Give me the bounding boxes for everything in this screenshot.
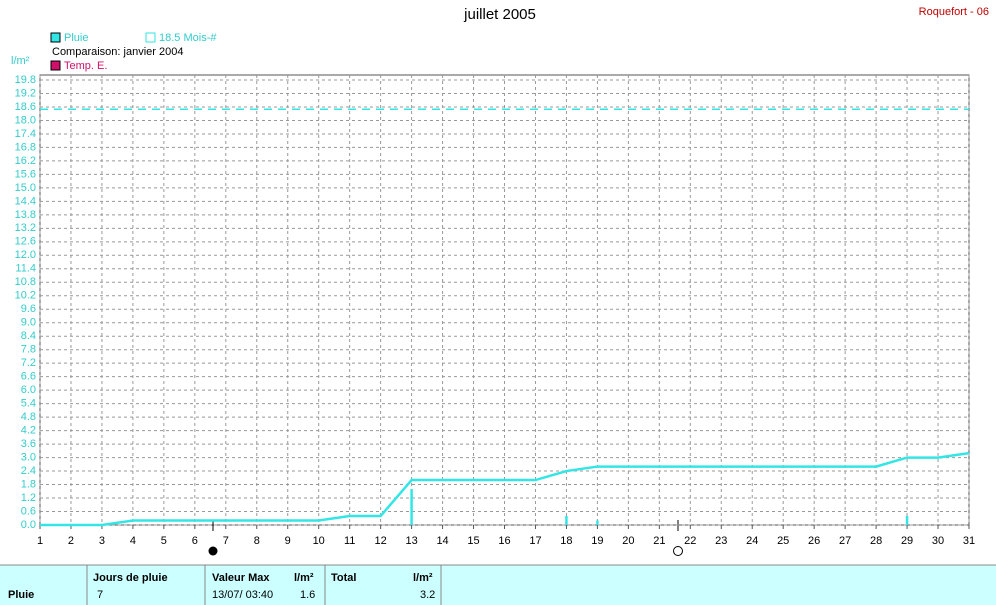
x-tick-label: 12 <box>375 535 387 547</box>
table-header: l/m² <box>413 572 433 584</box>
y-tick-label: 11.4 <box>15 263 36 275</box>
table-cell: 3.2 <box>420 589 435 601</box>
x-tick-label: 11 <box>344 535 355 547</box>
x-tick-label: 20 <box>622 535 634 547</box>
y-tick-label: 12.0 <box>15 249 36 261</box>
y-tick-label: 18.6 <box>15 101 36 113</box>
x-tick-label: 5 <box>161 535 167 547</box>
table-header: Valeur Max <box>212 572 270 584</box>
series-line <box>40 451 970 527</box>
x-tick-label: 22 <box>684 535 696 547</box>
x-tick-label: 23 <box>715 535 727 547</box>
y-tick-label: 1.2 <box>21 492 36 504</box>
comparison: Comparaison: janvier 2004 <box>52 46 183 58</box>
y-tick-label: 16.2 <box>15 155 36 167</box>
y-tick-label: 3.0 <box>21 451 36 463</box>
x-tick-label: 10 <box>313 535 325 547</box>
y-tick-label: 6.0 <box>21 384 36 396</box>
table-cell: 7 <box>97 589 103 601</box>
legend-label: 18.5 Mois-# <box>159 32 217 44</box>
x-tick-label: 24 <box>746 535 758 547</box>
y-tick-label: 10.8 <box>15 276 36 288</box>
y-tick-label: 12.6 <box>15 236 36 248</box>
moon-new <box>673 546 683 556</box>
x-tick-label: 7 <box>223 535 229 547</box>
table-cell: 1.6 <box>300 589 315 601</box>
x-tick-label: 27 <box>839 535 851 547</box>
y-tick-label: 8.4 <box>21 330 36 342</box>
x-tick-label: 6 <box>192 535 198 547</box>
x-tick-label: 13 <box>405 535 417 547</box>
moon-full <box>208 546 218 556</box>
legend-swatch <box>50 32 61 43</box>
x-tick-label: 17 <box>529 535 541 547</box>
x-tick-label: 8 <box>254 535 260 547</box>
x-tick-label: 9 <box>285 535 291 547</box>
legend-swatch <box>145 32 156 43</box>
y-tick-label: 19.8 <box>15 74 36 86</box>
x-tick-label: 18 <box>560 535 572 547</box>
table-header: Total <box>331 572 356 584</box>
x-tick-label: 15 <box>467 535 479 547</box>
legend-label: Pluie <box>64 32 88 44</box>
x-tick-label: 19 <box>591 535 603 547</box>
x-tick-label: 29 <box>901 535 913 547</box>
x-tick-label: 1 <box>37 535 43 547</box>
y-tick-label: 13.8 <box>15 209 36 221</box>
y-tick-label: 13.2 <box>15 222 36 234</box>
table-header: l/m² <box>294 572 314 584</box>
legend-label: Temp. E. <box>64 60 107 72</box>
y-tick-label: 9.0 <box>21 317 36 329</box>
y-tick-label: 15.6 <box>15 168 36 180</box>
y-tick-label: 14.4 <box>15 195 36 207</box>
y-tick-label: 7.2 <box>21 357 36 369</box>
y-axis-label: l/m² <box>11 55 30 67</box>
x-tick-label: 21 <box>653 535 665 547</box>
legend-swatch <box>50 60 61 71</box>
table-bg <box>0 565 996 605</box>
x-tick-label: 4 <box>130 535 136 547</box>
x-tick-label: 28 <box>870 535 882 547</box>
y-tick-label: 16.8 <box>15 141 36 153</box>
chart-title: juillet 2005 <box>463 6 536 23</box>
y-tick-label: 2.4 <box>21 465 36 477</box>
y-tick-label: 7.8 <box>21 344 36 356</box>
station: Roquefort - 06 <box>919 6 989 18</box>
x-tick-label: 2 <box>68 535 74 547</box>
y-tick-label: 5.4 <box>21 398 36 410</box>
y-tick-label: 1.8 <box>21 478 36 490</box>
table-cell: Pluie <box>8 589 34 601</box>
x-tick-label: 14 <box>436 535 448 547</box>
x-tick-label: 30 <box>932 535 944 547</box>
y-tick-label: 3.6 <box>21 438 36 450</box>
table-cell: 13/07/ 03:40 <box>212 589 273 601</box>
y-tick-label: 4.8 <box>21 411 36 423</box>
x-tick-label: 16 <box>498 535 510 547</box>
y-tick-label: 9.6 <box>21 303 36 315</box>
x-tick-label: 26 <box>808 535 820 547</box>
y-tick-label: 15.0 <box>15 182 36 194</box>
y-tick-label: 0.0 <box>21 519 36 531</box>
x-tick-label: 3 <box>99 535 105 547</box>
y-tick-label: 10.2 <box>15 290 36 302</box>
x-tick-label: 31 <box>963 535 975 547</box>
table-header: Jours de pluie <box>93 572 168 584</box>
y-tick-label: 0.6 <box>21 505 36 517</box>
y-tick-label: 17.4 <box>15 128 36 140</box>
y-tick-label: 4.2 <box>21 425 36 437</box>
y-tick-label: 6.6 <box>21 371 36 383</box>
y-tick-label: 18.0 <box>15 114 36 126</box>
x-tick-label: 25 <box>777 535 789 547</box>
y-tick-label: 19.2 <box>15 87 36 99</box>
